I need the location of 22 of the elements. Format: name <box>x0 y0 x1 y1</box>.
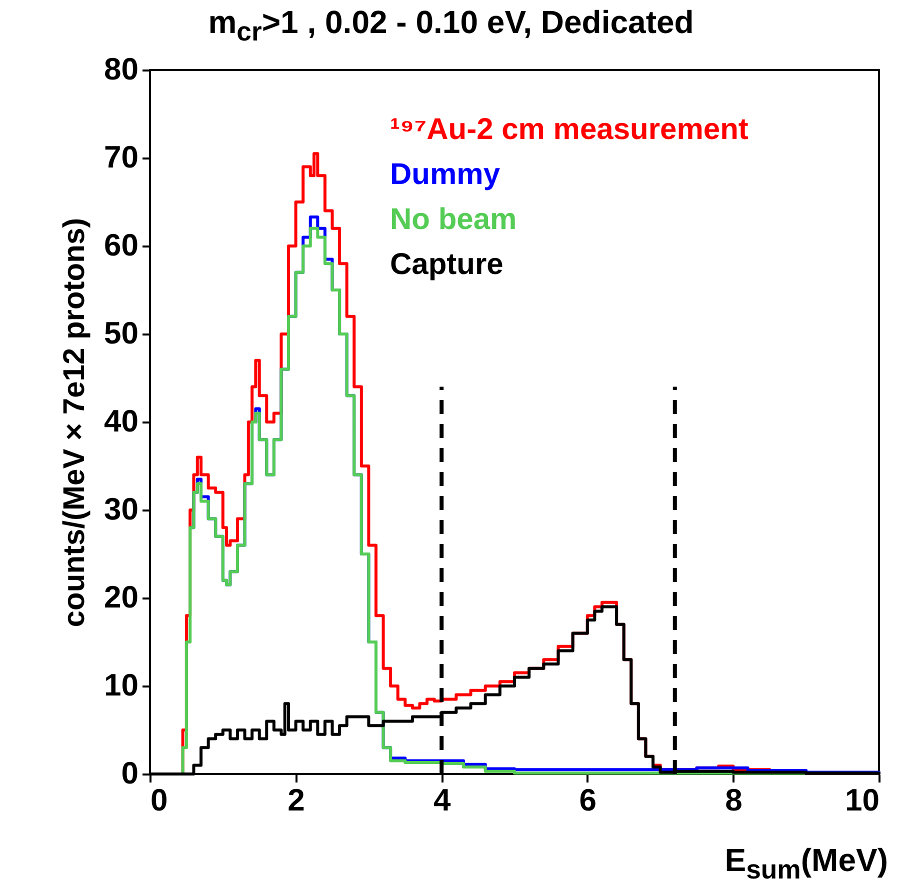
x-tick-label: 10 <box>845 782 880 818</box>
y-tick-label: 80 <box>104 52 138 86</box>
x-tick-label: 2 <box>288 782 305 818</box>
x-tick-label: 0 <box>150 782 168 818</box>
y-tick-label: 30 <box>104 492 138 526</box>
x-tick-label: 4 <box>433 782 452 818</box>
y-tick-label: 0 <box>121 756 138 790</box>
y-axis-title: counts/(MeV × 7e12 protons) <box>58 218 92 628</box>
text: Capture <box>390 248 504 281</box>
text: No beam <box>390 203 517 236</box>
y-tick-label: 50 <box>104 316 138 350</box>
y-tick-label: 10 <box>104 668 138 702</box>
x-axis-title: E$_{sum}$(MeV) <box>724 842 888 886</box>
y-tick-label: 20 <box>104 580 138 614</box>
y-tick-label: 70 <box>104 140 138 174</box>
y-tick-label: 40 <box>104 404 138 438</box>
text: ¹⁹⁷Au-2 cm measurement <box>390 113 748 146</box>
y-tick-label: 60 <box>104 228 138 262</box>
x-tick-label: 6 <box>579 782 597 818</box>
chart-title: m$_{cr}$>1 , 0.02 - 0.10 eV, Dedicated <box>207 4 695 48</box>
x-tick-label: 8 <box>725 782 742 818</box>
text: Dummy <box>390 158 500 191</box>
